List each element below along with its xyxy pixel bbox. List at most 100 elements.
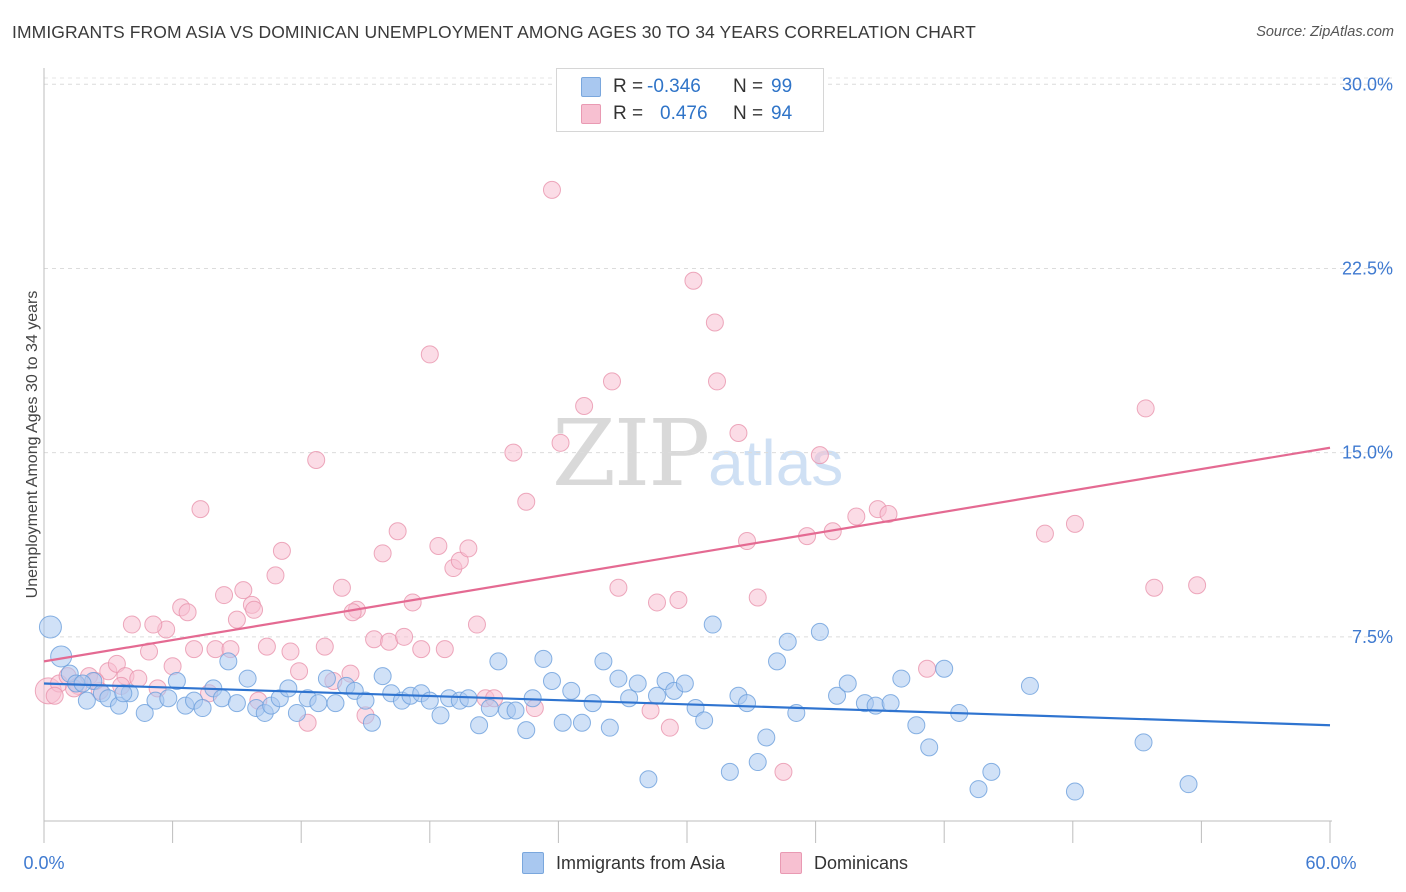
dominican-point: [879, 505, 898, 524]
asia-point: [748, 753, 767, 772]
dominican-point: [738, 532, 757, 551]
asia-point: [553, 713, 572, 732]
dominican-point: [227, 610, 246, 629]
asia-point: [362, 713, 381, 732]
asia-point: [159, 689, 178, 708]
asia-point: [647, 686, 666, 705]
dominican-point: [315, 637, 334, 656]
source-label: Source: ZipAtlas.com: [1256, 24, 1394, 40]
dominican-point: [504, 443, 523, 462]
dominican-point: [1065, 514, 1084, 533]
dominican-point: [542, 180, 561, 199]
asia-point: [317, 669, 336, 688]
series-legend-asia: Immigrants from Asia: [522, 852, 725, 874]
dominican-point: [191, 500, 210, 519]
asia-point: [572, 713, 591, 732]
asia-point: [356, 691, 375, 710]
dominican-point: [107, 654, 126, 673]
dominican-point: [307, 451, 326, 470]
legend-r-label: R =: [613, 103, 644, 124]
asia-points: [38, 615, 1198, 801]
dominican-point: [918, 659, 937, 678]
asia-point: [1065, 782, 1084, 801]
asia-point: [219, 652, 238, 671]
asia-point: [506, 701, 525, 720]
y-tick-label: 7.5%: [1352, 627, 1393, 647]
series-legend-dominicans: Dominicans: [780, 852, 908, 874]
asia-point: [480, 699, 499, 718]
asia-point: [675, 674, 694, 693]
asia-point: [1020, 676, 1039, 695]
asia-point: [757, 728, 776, 747]
dominican-point: [266, 566, 285, 585]
legend-r-value-asia: -0.346: [647, 76, 701, 97]
legend-r-value-dominicans: 0.476: [660, 103, 708, 124]
dominican-point: [705, 313, 724, 332]
dominican-point: [122, 615, 141, 634]
dominican-point: [129, 669, 148, 688]
asia-point: [489, 652, 508, 671]
dominican-point: [144, 615, 163, 634]
x-tick-label: 0.0%: [23, 853, 64, 873]
dominican-point: [517, 492, 536, 511]
dominican-point: [290, 662, 309, 681]
dominican-point: [45, 686, 64, 705]
dominican-point: [1145, 578, 1164, 597]
asia-point: [738, 694, 757, 713]
dominican-point: [343, 603, 362, 622]
asia-point: [534, 649, 553, 668]
dominican-point: [708, 372, 727, 391]
dominican-point: [272, 541, 291, 560]
asia-point: [969, 780, 988, 799]
dominican-point: [429, 536, 448, 555]
y-tick-label: 15.0%: [1342, 443, 1393, 463]
asia-point: [907, 716, 926, 735]
legend-r-label: R =: [613, 76, 644, 97]
asia-point: [639, 770, 658, 789]
asia-point: [77, 691, 96, 710]
dominican-point: [245, 600, 264, 619]
dominican-point: [609, 578, 628, 597]
series-swatch-asia: [522, 852, 544, 874]
dominican-point: [748, 588, 767, 607]
dominican-point: [660, 718, 679, 737]
dominican-point: [215, 586, 234, 605]
dominican-point: [551, 433, 570, 452]
asia-point: [1134, 733, 1153, 752]
asia-point: [238, 669, 257, 688]
asia-point: [470, 716, 489, 735]
asia-point: [935, 659, 954, 678]
asia-point: [373, 667, 392, 686]
dominican-point: [467, 615, 486, 634]
asia-point: [703, 615, 722, 634]
dominican-point: [332, 578, 351, 597]
dominican-point: [380, 632, 399, 651]
legend-swatch-asia: [581, 77, 601, 97]
dominican-trend-line: [43, 446, 1331, 663]
asia-point: [768, 652, 787, 671]
dominican-point: [412, 640, 431, 659]
dominican-point: [388, 522, 407, 541]
asia-point: [542, 672, 561, 691]
asia-point: [594, 652, 613, 671]
dominican-point: [373, 544, 392, 563]
legend-n-label: N =: [733, 76, 764, 97]
dominican-point: [281, 642, 300, 661]
dominican-point: [729, 423, 748, 442]
dominican-point: [435, 640, 454, 659]
legend-n-value-asia: 99: [771, 76, 793, 97]
asia-point: [227, 694, 246, 713]
dominican-point: [185, 640, 204, 659]
asia-point: [583, 694, 602, 713]
dominican-point: [647, 593, 666, 612]
dominican-point: [234, 581, 253, 600]
dominican-point: [403, 593, 422, 612]
asia-point: [695, 711, 714, 730]
asia-point: [562, 681, 581, 700]
asia-point: [517, 721, 536, 740]
dominican-point: [774, 762, 793, 781]
asia-point: [167, 672, 186, 691]
dominican-point: [575, 396, 594, 415]
asia-point: [309, 694, 328, 713]
